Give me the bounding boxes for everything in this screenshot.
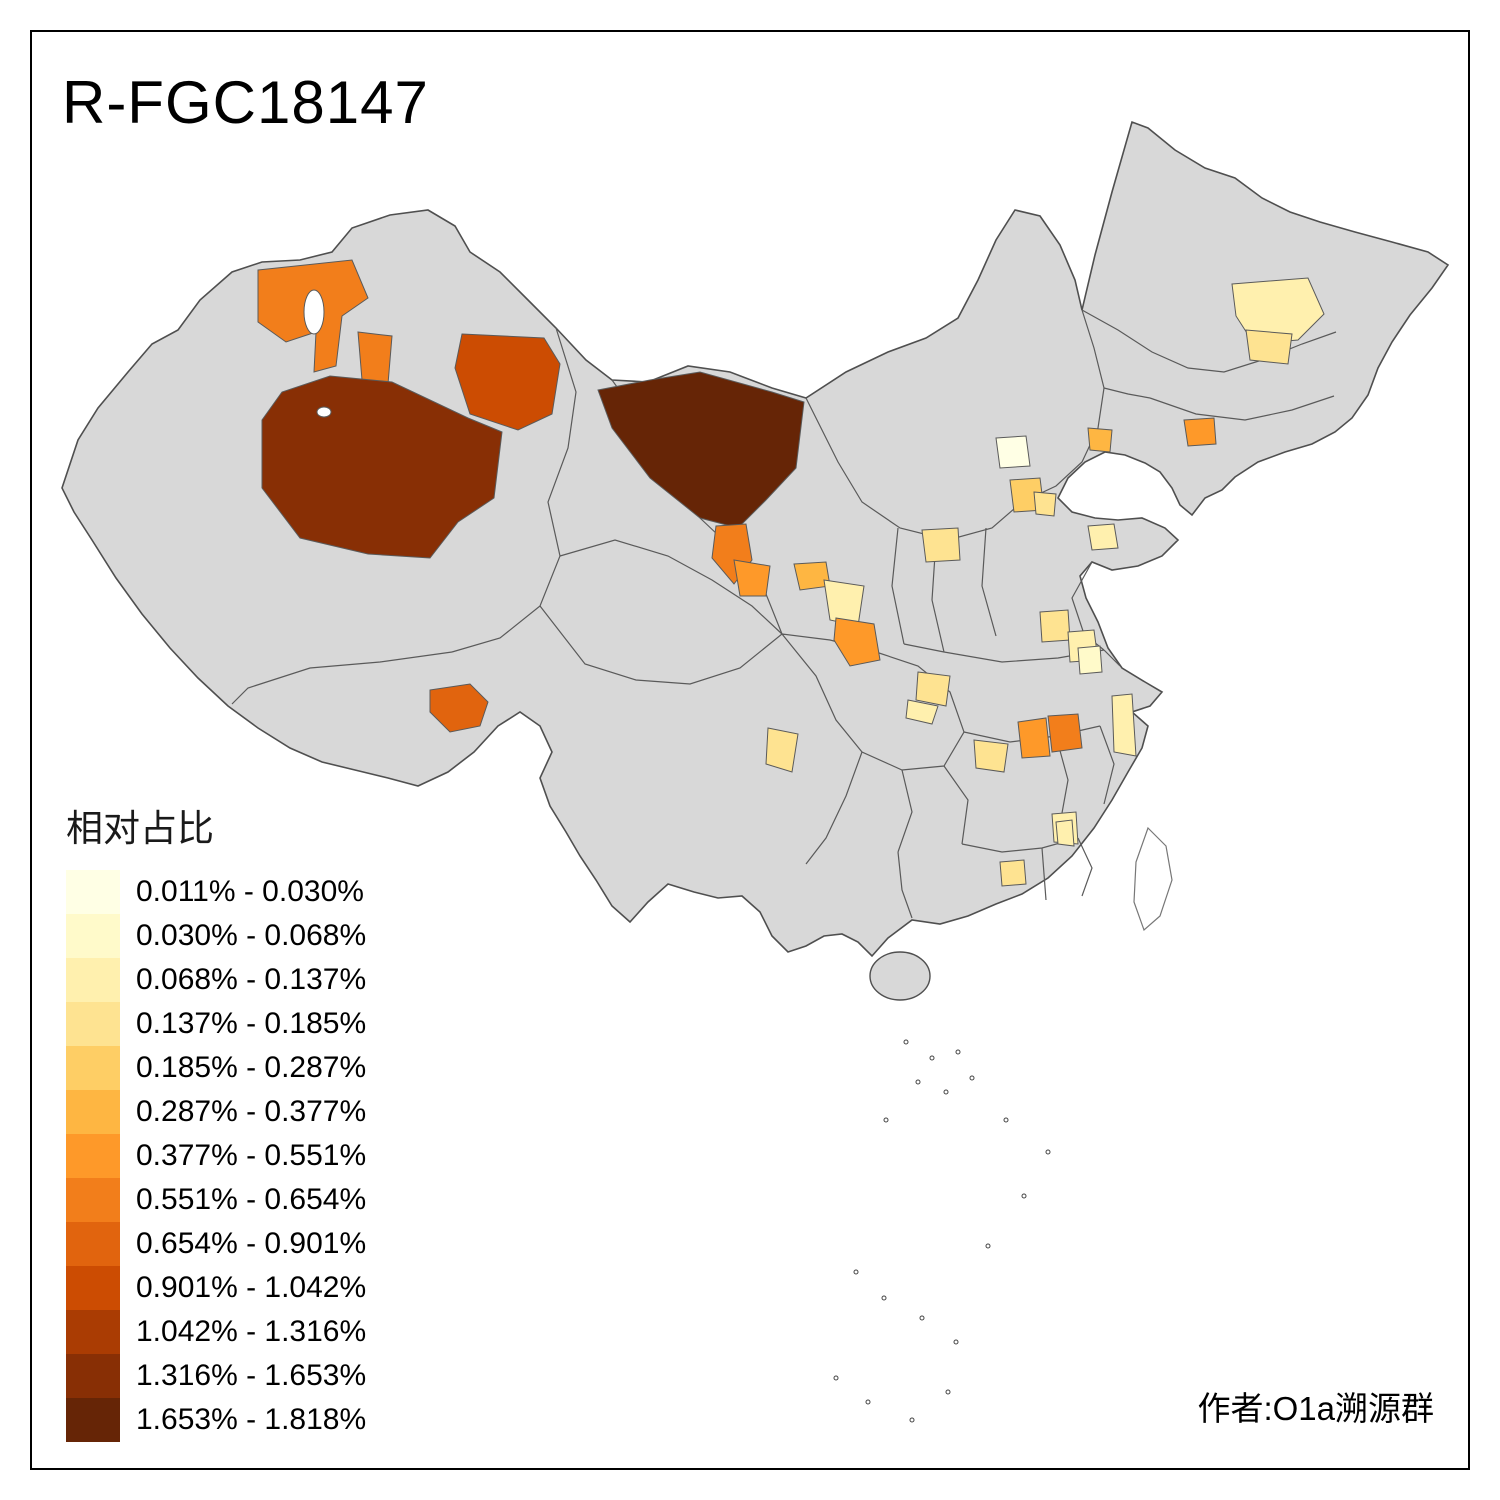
taiwan-island <box>1133 826 1173 932</box>
author-credit: 作者:O1a溯源群 <box>1197 1390 1434 1427</box>
legend-label: 0.901% - 1.042% <box>136 1271 367 1304</box>
region-zhejiang-coast <box>1111 693 1137 757</box>
region-hunan-north-a <box>1017 717 1051 759</box>
legend-swatch <box>66 914 120 958</box>
legend-swatch <box>66 1266 120 1310</box>
china-mainland <box>61 120 1450 958</box>
legend-swatch <box>66 958 120 1002</box>
legend-label: 0.068% - 0.137% <box>136 963 367 996</box>
legend-label: 0.654% - 0.901% <box>136 1227 367 1260</box>
legend-item: 0.551% - 0.654% <box>66 1178 366 1222</box>
region-guangdong-east <box>999 859 1027 887</box>
legend-swatch <box>66 1178 120 1222</box>
region-gansu-south <box>833 617 881 667</box>
legend-swatch <box>66 1222 120 1266</box>
legend-item: 0.377% - 0.551% <box>66 1134 366 1178</box>
page-title: R-FGC18147 <box>62 69 429 136</box>
region-hunan-west <box>973 739 1009 773</box>
legend-item: 0.287% - 0.377% <box>66 1090 366 1134</box>
legend-swatch <box>66 870 120 914</box>
legend-swatch <box>66 1090 120 1134</box>
legend-item: 1.653% - 1.818% <box>66 1398 366 1442</box>
legend-label: 0.287% - 0.377% <box>136 1095 367 1128</box>
legend-label: 0.030% - 0.068% <box>136 919 367 952</box>
legend-swatch <box>66 1310 120 1354</box>
region-sichuan-north <box>915 671 951 707</box>
region-sichuan-mid <box>905 699 939 725</box>
legend-item: 1.042% - 1.316% <box>66 1310 366 1354</box>
south-china-sea-islets <box>833 1039 1051 1423</box>
lakes <box>303 289 332 418</box>
legend-item: 0.068% - 0.137% <box>66 958 366 1002</box>
legend-item: 1.316% - 1.653% <box>66 1354 366 1398</box>
legend-label: 1.653% - 1.818% <box>136 1403 367 1436</box>
hainan-island <box>869 951 931 1001</box>
legend-label: 0.137% - 0.185% <box>136 1007 367 1040</box>
region-jilin-a <box>1231 277 1325 345</box>
region-alxa <box>597 371 805 529</box>
legend-item: 0.011% - 0.030% <box>66 870 366 914</box>
region-hebei-coast <box>1087 427 1113 453</box>
legend-item: 0.185% - 0.287% <box>66 1046 366 1090</box>
region-anhui <box>1077 645 1103 675</box>
colored-regions <box>257 259 1325 887</box>
legend-swatch <box>66 1354 120 1398</box>
region-xinjiang-hami <box>454 333 561 431</box>
region-hunan-north-b <box>1047 713 1083 753</box>
legend-swatch <box>66 1046 120 1090</box>
region-lhasa <box>429 683 489 733</box>
legend-label: 0.011% - 0.030% <box>136 875 364 908</box>
plot-frame <box>30 30 1470 1470</box>
region-shandong-west <box>921 527 961 563</box>
region-hebei-b <box>1033 491 1057 517</box>
region-shandong-east <box>1087 523 1119 551</box>
islands <box>833 826 1173 1423</box>
legend-label: 1.316% - 1.653% <box>136 1359 367 1392</box>
region-beijing <box>995 435 1031 469</box>
region-jilin-b <box>1245 329 1293 365</box>
legend-item: 0.654% - 0.901% <box>66 1222 366 1266</box>
legend-label: 1.042% - 1.316% <box>136 1315 367 1348</box>
legend-label: 0.185% - 0.287% <box>136 1051 367 1084</box>
legend-label: 0.377% - 0.551% <box>136 1139 367 1172</box>
legend-swatch <box>66 1002 120 1046</box>
region-fujian-northwest <box>1055 819 1075 847</box>
legend-label: 0.551% - 0.654% <box>136 1183 367 1216</box>
legend: 相对占比 0.011% - 0.030% 0.030% - 0.068% 0.0… <box>66 798 366 1442</box>
region-liaoning <box>1183 417 1217 447</box>
legend-title: 相对占比 <box>66 808 214 849</box>
legend-item: 0.137% - 0.185% <box>66 1002 366 1046</box>
region-chongqing-west <box>765 727 799 773</box>
region-xinjiang-north <box>261 375 503 559</box>
legend-item: 0.901% - 1.042% <box>66 1266 366 1310</box>
legend-swatch <box>66 1134 120 1178</box>
legend-item: 0.030% - 0.068% <box>66 914 366 958</box>
region-gansu-corridor-b <box>733 559 771 597</box>
legend-swatch <box>66 1398 120 1442</box>
